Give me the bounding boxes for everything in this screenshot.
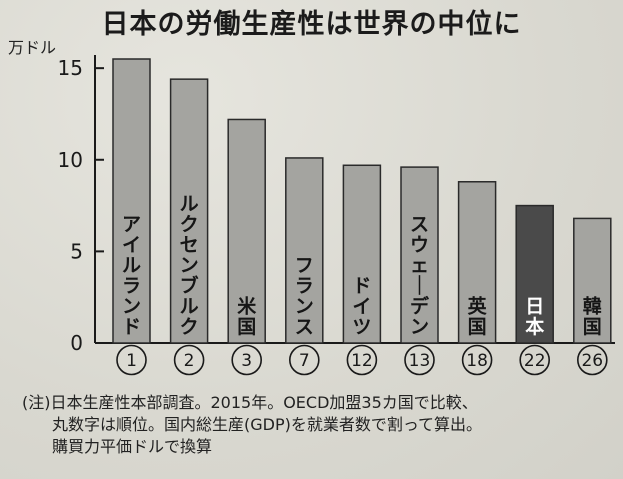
chart-title: 日本の労働生産性は世界の中位に (101, 9, 522, 40)
rank-label: 13 (409, 351, 431, 371)
chart-footnote: (注)日本生産性本部調査。2015年。OECD加盟35カ国で比較、 丸数字は順位… (22, 392, 622, 458)
bar-category-label: スウェ｜デン (410, 214, 430, 339)
bar-category-label: ルクセンブルク (180, 193, 199, 338)
y-tick-label: 15 (58, 56, 83, 80)
bar-category-label: フランス (295, 255, 314, 339)
bar-category-label: 米国 (237, 295, 257, 339)
rank-circle (519, 344, 551, 376)
rank-label: 18 (466, 351, 488, 371)
bar (400, 166, 439, 344)
rank-circle (173, 344, 205, 376)
rank-label: 1 (126, 351, 137, 371)
bar (573, 217, 612, 344)
bar (285, 157, 324, 344)
y-tick-label: 10 (58, 148, 83, 172)
bar (342, 164, 382, 344)
footnote-line-3: 購買力平価ドルで換算 (52, 437, 213, 456)
bar-category-label: 日本 (525, 296, 544, 339)
bar (515, 204, 554, 344)
bar-chart: 0 5 10 15 アイルランド 1 ルクセンブルク 2 米国 3 フランス 7 ドイツ 12 スウェ｜デン… (58, 55, 615, 376)
rank-label: 7 (299, 351, 310, 371)
rank-circle (116, 344, 147, 376)
rank-circle (288, 344, 320, 376)
footnote-line-2: 丸数字は順位。国内総生産(GDP)を就業者数で割って算出。 (52, 415, 483, 434)
y-axis-unit-label: 万ドル (8, 38, 57, 57)
footnote-line-1: (注)日本生産性本部調査。2015年。OECD加盟35カ国で比較、 (22, 393, 478, 412)
bar (112, 58, 151, 344)
y-tick-label: 0 (70, 331, 83, 355)
rank-circle (576, 344, 608, 376)
rank-circle (346, 344, 378, 376)
rank-label: 2 (184, 351, 195, 371)
rank-label: 26 (581, 351, 603, 371)
rank-circle (461, 344, 493, 376)
rank-circle (404, 344, 435, 376)
rank-label: 12 (351, 351, 373, 371)
rank-label: 3 (241, 351, 252, 371)
y-tick-label: 5 (70, 239, 83, 263)
bar-category-label: 韓国 (583, 295, 602, 339)
bar (169, 78, 209, 344)
bar-category-label: 英国 (468, 295, 488, 339)
bar (457, 181, 497, 344)
bar (227, 118, 266, 344)
rank-circle (231, 344, 262, 376)
bar-category-label: アイルランド (122, 214, 141, 339)
rank-label: 22 (524, 351, 546, 371)
bar-category-label: ドイツ (352, 275, 371, 338)
